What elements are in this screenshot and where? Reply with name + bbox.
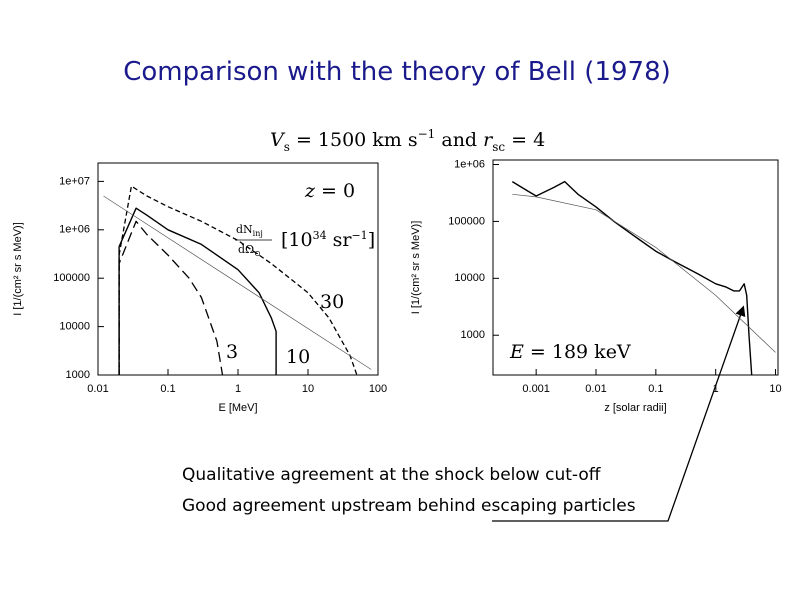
data-line [103, 195, 372, 370]
y-axis-title: I [1/(cm² sr s MeV)] [410, 221, 422, 315]
formula-part: = 4 [505, 129, 545, 151]
unit-text: [1034 sr−1] [281, 229, 375, 251]
annotation-part: ] [368, 229, 375, 251]
annotation-part: −1 [351, 229, 367, 242]
y-axis-title: I [1/(cm² sr s MeV)] [12, 222, 24, 316]
unit-annotation: dNinj dΩ⊙ [1034 sr−1] [235, 223, 375, 258]
formula-part: s [284, 140, 290, 154]
z-annotation: z = 0 [304, 180, 355, 202]
x-tick-label: 10 [302, 383, 314, 395]
formula-part: = 1500 km s [290, 129, 418, 151]
annotation-part: [10 [281, 229, 313, 251]
data-line [512, 193, 776, 353]
x-tick-label: 1 [713, 383, 719, 395]
pointer-arrow [492, 305, 746, 522]
data-line [511, 180, 753, 376]
y-tick-label: 1e+06 [59, 224, 90, 236]
plot-frame [492, 159, 779, 376]
energy-annotation: E = 189 keV [509, 341, 631, 363]
annotation-part: = 189 keV [524, 341, 631, 363]
annotation-part: dN [236, 223, 253, 236]
annotation-part: z [304, 180, 316, 202]
y-tick-label: 1000 [461, 329, 485, 341]
formula-part: r [483, 129, 494, 151]
formula-part: sc [492, 140, 505, 154]
slide-title: Comparison with the theory of Bell (1978… [123, 57, 671, 87]
x-axis-title: z [solar radii] [604, 402, 666, 414]
y-tick-label: 100000 [448, 215, 485, 227]
y-tick-label: 1e+07 [59, 175, 90, 187]
x-tick-label: 0.01 [585, 383, 606, 395]
data-line [118, 185, 358, 376]
data-line [118, 220, 224, 376]
curve-label: 30 [320, 291, 344, 313]
y-tick-label: 1e+06 [454, 158, 485, 170]
annotation-part: sr [327, 229, 353, 251]
annotation-part: ⊙ [254, 249, 261, 258]
x-tick-label: 10 [769, 383, 781, 395]
curve-label: 3 [226, 341, 238, 363]
x-tick-label: 100 [369, 383, 387, 395]
x-axis-title: E [MeV] [218, 402, 257, 414]
y-tick-label: 10000 [454, 272, 485, 284]
annotation-part: dΩ [238, 243, 254, 256]
x-tick-label: 1 [235, 383, 241, 395]
formula-part: −1 [418, 127, 436, 141]
x-tick-label: 0.01 [87, 383, 108, 395]
formula-part: and [435, 129, 483, 151]
curve-label: 10 [286, 346, 310, 368]
x-tick-label: 0.1 [160, 383, 175, 395]
header-formula: Vs = 1500 km s−1 and rsc = 4 [270, 127, 545, 154]
annotation-part: E [509, 341, 524, 363]
x-tick-label: 0.1 [648, 383, 663, 395]
annotation-part: 34 [313, 229, 327, 242]
x-tick-label: 0.001 [522, 383, 550, 395]
annotation-part: inj [253, 229, 263, 238]
note-line: Qualitative agreement at the shock below… [182, 465, 602, 485]
y-tick-label: 10000 [59, 321, 90, 333]
y-tick-label: 100000 [53, 272, 90, 284]
data-line [118, 207, 277, 375]
y-tick-label: 1000 [66, 369, 90, 381]
fraction-denominator: dΩ⊙ [238, 243, 261, 258]
fraction-numerator: dNinj [236, 223, 263, 238]
annotation-part: = 0 [315, 180, 355, 202]
note-line: Good agreement upstream behind escaping … [182, 496, 636, 516]
formula-part: V [270, 129, 286, 151]
